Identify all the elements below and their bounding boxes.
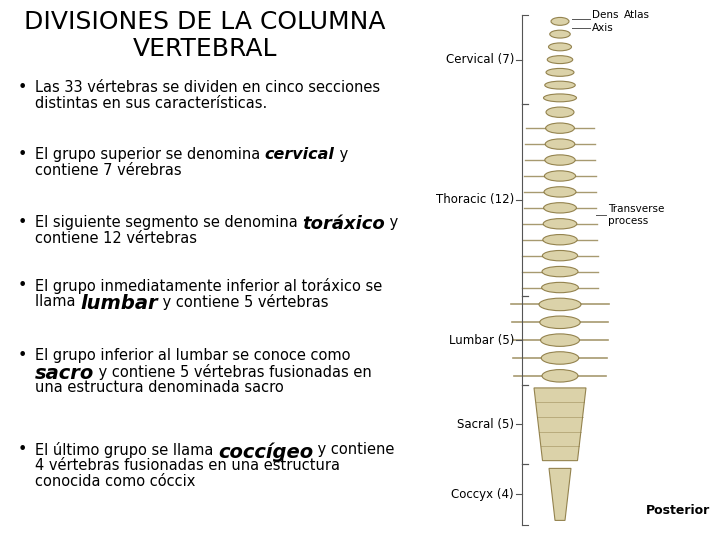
- Text: El grupo superior se denomina: El grupo superior se denomina: [35, 147, 265, 162]
- Text: cervical: cervical: [265, 147, 335, 162]
- Ellipse shape: [546, 69, 574, 76]
- Text: Atlas: Atlas: [624, 10, 650, 20]
- Ellipse shape: [544, 171, 575, 181]
- Text: Axis: Axis: [592, 23, 613, 33]
- Ellipse shape: [546, 107, 574, 117]
- Text: distintas en sus características.: distintas en sus características.: [35, 96, 267, 111]
- Text: •: •: [17, 348, 27, 363]
- Text: toráxico: toráxico: [302, 215, 385, 233]
- Text: contiene 12 vértebras: contiene 12 vértebras: [35, 231, 197, 246]
- Polygon shape: [534, 388, 586, 461]
- Ellipse shape: [543, 234, 577, 245]
- Text: llama: llama: [35, 294, 80, 309]
- Text: Cervical (7): Cervical (7): [446, 53, 514, 66]
- Text: 4 vértebras fusionadas en una estructura: 4 vértebras fusionadas en una estructura: [35, 458, 340, 473]
- Ellipse shape: [545, 155, 575, 165]
- Ellipse shape: [545, 81, 575, 89]
- Text: El grupo inmediatamente inferior al toráxico se: El grupo inmediatamente inferior al torá…: [35, 278, 382, 294]
- Text: Coccyx (4): Coccyx (4): [451, 488, 514, 501]
- Ellipse shape: [541, 282, 578, 293]
- Text: Las 33 vértebras se dividen en cinco secciones: Las 33 vértebras se dividen en cinco sec…: [35, 80, 380, 95]
- Ellipse shape: [539, 298, 581, 310]
- Text: lumbar: lumbar: [80, 294, 158, 313]
- Ellipse shape: [541, 334, 580, 346]
- Text: y: y: [385, 215, 398, 230]
- Text: •: •: [17, 278, 27, 293]
- Text: •: •: [17, 215, 27, 230]
- Text: conocida como cóccix: conocida como cóccix: [35, 474, 195, 489]
- Text: El último grupo se llama: El último grupo se llama: [35, 442, 218, 458]
- Text: El grupo inferior al lumbar se conoce como: El grupo inferior al lumbar se conoce co…: [35, 348, 351, 363]
- Text: coccígeo: coccígeo: [218, 442, 313, 462]
- Text: •: •: [17, 442, 27, 457]
- Text: VERTEBRAL: VERTEBRAL: [132, 37, 277, 61]
- Ellipse shape: [544, 202, 577, 213]
- Ellipse shape: [551, 17, 569, 25]
- Ellipse shape: [544, 187, 576, 197]
- Text: y contiene: y contiene: [313, 442, 395, 457]
- Ellipse shape: [544, 94, 577, 102]
- Ellipse shape: [547, 56, 572, 64]
- Text: Transverse
process: Transverse process: [608, 204, 665, 226]
- Polygon shape: [549, 468, 571, 521]
- Ellipse shape: [549, 43, 572, 51]
- Text: •: •: [17, 147, 27, 162]
- Text: y: y: [335, 147, 348, 162]
- Text: sacro: sacro: [35, 364, 94, 383]
- Text: Sacral (5): Sacral (5): [457, 418, 514, 431]
- Text: El siguiente segmento se denomina: El siguiente segmento se denomina: [35, 215, 302, 230]
- Text: y contiene 5 vértebras: y contiene 5 vértebras: [158, 294, 328, 310]
- Ellipse shape: [543, 219, 577, 229]
- Text: Dens: Dens: [592, 10, 618, 20]
- Ellipse shape: [541, 352, 579, 364]
- Ellipse shape: [542, 251, 577, 261]
- Text: una estructura denominada sacro: una estructura denominada sacro: [35, 380, 284, 395]
- Ellipse shape: [545, 139, 575, 149]
- Ellipse shape: [546, 123, 575, 133]
- Text: Lumbar (5): Lumbar (5): [449, 334, 514, 347]
- Ellipse shape: [540, 316, 580, 328]
- Text: contiene 7 vérebras: contiene 7 vérebras: [35, 163, 181, 178]
- Text: Posterior: Posterior: [646, 504, 710, 517]
- Text: Thoracic (12): Thoracic (12): [436, 193, 514, 206]
- Text: •: •: [17, 80, 27, 95]
- Ellipse shape: [542, 266, 578, 277]
- Ellipse shape: [550, 30, 570, 38]
- Text: DIVISIONES DE LA COLUMNA: DIVISIONES DE LA COLUMNA: [24, 10, 386, 34]
- Ellipse shape: [542, 369, 578, 382]
- Text: y contiene 5 vértebras fusionadas en: y contiene 5 vértebras fusionadas en: [94, 364, 372, 380]
